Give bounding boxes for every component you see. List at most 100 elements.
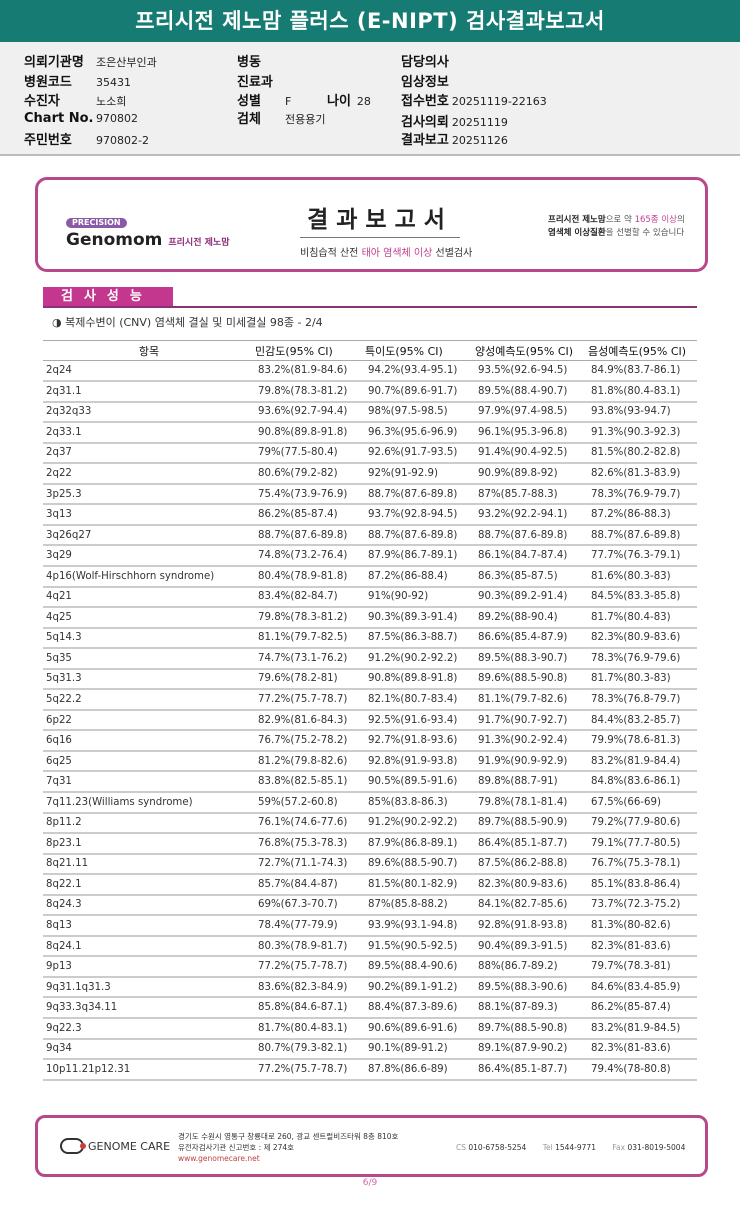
cell-npv: 93.8%(93-94.7)	[588, 401, 697, 424]
cell-sensitivity: 77.2%(75.7-78.7)	[255, 1059, 365, 1081]
cell-sensitivity: 72.7%(71.1-74.3)	[255, 853, 365, 876]
cell-specificity: 90.7%(89.6-91.7)	[365, 381, 475, 403]
cell-item: 2q32q33	[43, 401, 255, 424]
cell-npv: 81.7%(80.3-83)	[588, 668, 697, 691]
cell-specificity: 91%(90-92)	[365, 586, 475, 609]
cell-specificity: 85%(83.8-86.3)	[365, 791, 475, 814]
value: 노소희	[96, 95, 127, 108]
label: 결과보고	[401, 133, 449, 148]
value: 20251119	[451, 116, 508, 129]
table-row: 3q13 86.2%(85-87.4) 93.7%(92.8-94.5) 93.2%(…	[43, 504, 697, 526]
cell-ppv: 89.5%(88.3-90.7)	[475, 648, 588, 670]
cell-ppv: 87.5%(86.2-88.8)	[475, 853, 588, 876]
logo-text: Genomom	[66, 230, 163, 250]
cell-item: 3p25.3	[43, 483, 255, 506]
cell-item: 6q25	[43, 750, 255, 773]
table-row: 4q21 83.4%(82-84.7) 91%(90-92) 90.3%(89.2-9…	[43, 586, 697, 609]
cell-specificity: 94.2%(93.4-95.1)	[365, 360, 475, 383]
cell-specificity: 91.5%(90.5-92.5)	[365, 935, 475, 958]
table-row: 2q32q33 93.6%(92.7-94.4) 98%(97.5-98.5) 97.…	[43, 401, 697, 424]
cell-sensitivity: 76.1%(74.6-77.6)	[255, 812, 365, 835]
cell-item: 2q33.1	[43, 422, 255, 444]
reported-field: 결과보고 20251126	[401, 129, 508, 148]
cell-item: 5q31.3	[43, 668, 255, 691]
chart-no-field: Chart No. 970802	[24, 111, 138, 126]
table-row: 9q34 80.7%(79.3-82.1) 90.1%(89-91.2) 89.1%(…	[43, 1038, 697, 1061]
cell-specificity: 87.9%(86.8-89.1)	[365, 833, 475, 855]
report-title: 프리시전 제노맘 플러스 (E-NIPT) 검사결과보고서	[0, 0, 740, 42]
cell-ppv: 89.1%(87.9-90.2)	[475, 1038, 588, 1061]
table-row: 6q25 81.2%(79.8-82.6) 92.8%(91.9-93.8) 91.9…	[43, 750, 697, 773]
cell-specificity: 96.3%(95.6-96.9)	[365, 422, 475, 444]
cell-sensitivity: 82.9%(81.6-84.3)	[255, 709, 365, 732]
genome-care-logo: GENOME CARE	[60, 1138, 170, 1154]
cell-item: 8p11.2	[43, 812, 255, 835]
page-number: 6/9	[362, 1178, 378, 1188]
cell-item: 9q33.3q34.11	[43, 997, 255, 1019]
cell-item: 10p11.21p12.31	[43, 1059, 255, 1081]
footer-contacts: CS 010-6758-5254 Tel 1544-9771 Fax 031-8…	[456, 1143, 699, 1152]
cell-ppv: 89.5%(88.3-90.6)	[475, 976, 588, 999]
cell-npv: 82.3%(81-83.6)	[588, 935, 697, 958]
cell-specificity: 93.7%(92.8-94.5)	[365, 504, 475, 526]
value: F	[285, 95, 292, 108]
report-header-box: PRECISION Genomom 프리시전 제노맘 결과보고서 비침습적 산전 …	[35, 177, 708, 272]
cell-ppv: 86.6%(85.4-87.9)	[475, 627, 588, 650]
label: 병동	[237, 55, 261, 70]
cell-specificity: 90.5%(89.5-91.6)	[365, 771, 475, 793]
cell-specificity: 88.7%(87.6-89.8)	[365, 524, 475, 547]
cell-ppv: 89.7%(88.5-90.9)	[475, 812, 588, 835]
section-tab: 검사성능	[43, 287, 173, 307]
cell-ppv: 90.9%(89.8-92)	[475, 463, 588, 485]
cell-ppv: 91.3%(90.2-92.4)	[475, 730, 588, 752]
cs-number: 010-6758-5254	[468, 1143, 527, 1152]
cell-ppv: 87%(85.7-88.3)	[475, 483, 588, 506]
cell-sensitivity: 74.7%(73.1-76.2)	[255, 648, 365, 670]
table-row: 2q24 83.2%(81.9-84.6) 94.2%(93.4-95.1) 93.5…	[43, 360, 697, 383]
tel-label: Tel	[542, 1143, 553, 1152]
cell-npv: 73.7%(72.3-75.2)	[588, 894, 697, 917]
cell-npv: 81.5%(80.2-82.8)	[588, 442, 697, 465]
cell-specificity: 82.1%(80.7-83.4)	[365, 689, 475, 711]
cell-item: 8q22.1	[43, 874, 255, 896]
footer-box: GENOME CARE 경기도 수원시 영통구 창룡대로 260, 광교 센트럴…	[35, 1115, 708, 1177]
cell-item: 2q22	[43, 463, 255, 485]
cell-item: 4p16(Wolf-Hirschhorn syndrome)	[43, 565, 255, 588]
cell-ppv: 92.8%(91.8-93.8)	[475, 915, 588, 937]
value: 조은산부인과	[96, 56, 157, 69]
cell-item: 7q31	[43, 771, 255, 793]
cell-npv: 84.6%(83.4-85.9)	[588, 976, 697, 999]
table-row: 10p11.21p12.31 77.2%(75.7-78.7) 87.8%(86.6…	[43, 1059, 697, 1081]
table-row: 6q16 76.7%(75.2-78.2) 92.7%(91.8-93.6) 91.3…	[43, 730, 697, 752]
cell-npv: 79.1%(77.7-80.5)	[588, 833, 697, 855]
header-npv: 음성예측도(95% CI)	[588, 340, 697, 361]
header-specificity: 특이도(95% CI)	[365, 340, 475, 361]
cell-specificity: 90.6%(89.6-91.6)	[365, 1018, 475, 1040]
note-text: 으로 약	[605, 215, 635, 225]
cell-specificity: 90.3%(89.3-91.4)	[365, 607, 475, 629]
cell-sensitivity: 86.2%(85-87.4)	[255, 504, 365, 526]
cell-specificity: 87.8%(86.6-89)	[365, 1059, 475, 1081]
report-subheading: 비침습적 산전 태아 염색체 이상 선별검사	[300, 244, 472, 259]
cell-npv: 79.2%(77.9-80.6)	[588, 812, 697, 835]
cell-sensitivity: 88.7%(87.6-89.8)	[255, 524, 365, 547]
value: 20251119-22163	[451, 95, 547, 108]
header-item: 항목	[43, 340, 255, 361]
cell-specificity: 91.2%(90.2-92.2)	[365, 648, 475, 670]
label: 검사의뢰	[401, 115, 449, 130]
website-link[interactable]: www.genomecare.net	[178, 1154, 260, 1163]
table-row: 9q31.1q31.3 83.6%(82.3-84.9) 90.2%(89.1-91…	[43, 976, 697, 999]
cell-ppv: 86.3%(85-87.5)	[475, 565, 588, 588]
heading: 결과보고서	[300, 200, 460, 238]
cell-item: 5q35	[43, 648, 255, 670]
cell-sensitivity: 59%(57.2-60.8)	[255, 791, 365, 814]
cell-npv: 87.2%(86-88.3)	[588, 504, 697, 526]
cell-specificity: 87.9%(86.7-89.1)	[365, 545, 475, 567]
table-row: 9q22.3 81.7%(80.4-83.1) 90.6%(89.6-91.6) 89…	[43, 1018, 697, 1040]
label: 임상정보	[401, 75, 449, 90]
cell-sensitivity: 80.7%(79.3-82.1)	[255, 1038, 365, 1061]
cell-sensitivity: 80.6%(79.2-82)	[255, 463, 365, 485]
cell-npv: 88.7%(87.6-89.8)	[588, 524, 697, 547]
cell-npv: 81.3%(80-82.6)	[588, 915, 697, 937]
value: 20251126	[451, 134, 508, 147]
